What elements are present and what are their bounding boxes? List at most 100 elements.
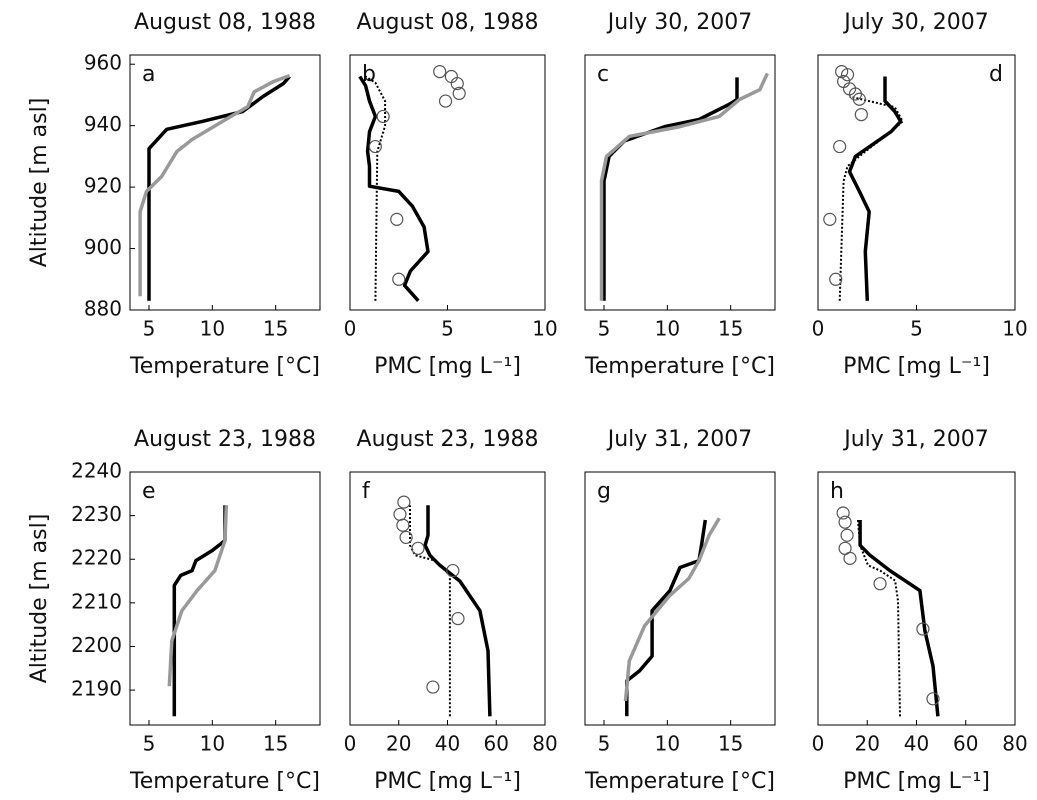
panel: August 23, 1988 Temperature [°C] Altitude … bbox=[27, 427, 321, 794]
sample-point bbox=[390, 212, 404, 226]
profile-line bbox=[623, 517, 721, 702]
panel-letter: h bbox=[830, 479, 844, 504]
profile-line bbox=[365, 75, 387, 301]
x-tick-label: 5 bbox=[598, 317, 611, 341]
plot-frame bbox=[817, 54, 1016, 311]
y-tick-label: 960 bbox=[84, 51, 122, 75]
x-tick-label: 5 bbox=[143, 732, 156, 756]
panel: July 31, 2007 Temperature [°C] g 5 10 15 bbox=[584, 427, 776, 794]
y-tick-label: 940 bbox=[84, 112, 122, 136]
x-tick-label: 15 bbox=[263, 317, 288, 341]
sample-point bbox=[823, 212, 837, 226]
x-tick-label: 5 bbox=[910, 317, 923, 341]
x-tick-label: 0 bbox=[344, 317, 357, 341]
sample-point bbox=[926, 692, 940, 706]
sample-point bbox=[450, 76, 464, 91]
profile-line bbox=[599, 72, 769, 301]
panel-letter: a bbox=[142, 62, 155, 87]
y-tick-label: 2190 bbox=[71, 677, 122, 701]
profile-line bbox=[838, 95, 904, 301]
sample-point bbox=[452, 86, 466, 101]
sample-point bbox=[392, 272, 406, 286]
sample-point bbox=[411, 541, 425, 555]
y-tick-label: 2240 bbox=[71, 459, 122, 483]
panel-title: July 30, 2007 bbox=[842, 10, 989, 35]
profile-line bbox=[856, 519, 901, 717]
sample-point bbox=[854, 108, 868, 122]
x-axis-label: PMC [mg L⁻¹] bbox=[374, 769, 521, 794]
x-tick-label: 60 bbox=[484, 732, 509, 756]
profile-line bbox=[167, 505, 229, 687]
x-tick-label: 15 bbox=[718, 732, 743, 756]
panel-title: July 31, 2007 bbox=[606, 427, 753, 452]
panel-title: August 23, 1988 bbox=[357, 427, 539, 452]
x-axis-label: PMC [mg L⁻¹] bbox=[374, 354, 521, 379]
plot-frame bbox=[129, 54, 321, 311]
x-tick-label: 0 bbox=[344, 732, 357, 756]
sample-point bbox=[840, 68, 855, 82]
y-tick-label: 2220 bbox=[71, 546, 122, 570]
panel-letter: c bbox=[597, 62, 609, 87]
panel: August 08, 1988 Temperature [°C] Altitude … bbox=[27, 10, 321, 379]
sample-point bbox=[426, 680, 440, 694]
profile-line bbox=[423, 505, 492, 717]
sample-point bbox=[451, 611, 465, 626]
x-axis-label: PMC [mg L⁻¹] bbox=[843, 769, 990, 794]
sample-point bbox=[433, 64, 447, 79]
panel: July 30, 2007 PMC [mg L⁻¹] d 0 5 10 bbox=[812, 10, 1028, 379]
x-tick-label: 10 bbox=[532, 317, 557, 341]
y-tick-label: 2210 bbox=[71, 589, 122, 613]
x-tick-label: 5 bbox=[441, 317, 454, 341]
sample-point bbox=[852, 92, 866, 106]
x-tick-label: 10 bbox=[1002, 317, 1027, 341]
profile-line bbox=[138, 73, 291, 297]
y-tick-label: 920 bbox=[84, 174, 122, 198]
x-axis-label: Temperature [°C] bbox=[129, 354, 320, 379]
y-tick-label: 880 bbox=[84, 297, 122, 321]
x-axis-label: PMC [mg L⁻¹] bbox=[843, 354, 990, 379]
x-tick-label: 10 bbox=[655, 317, 680, 341]
y-tick-label: 2200 bbox=[71, 633, 122, 657]
plot-frame bbox=[349, 54, 546, 311]
panel-title: August 08, 1988 bbox=[357, 10, 539, 35]
panel: August 23, 1988 PMC [mg L⁻¹] f 0 20 40 60 80 bbox=[344, 427, 558, 794]
x-tick-label: 10 bbox=[200, 732, 225, 756]
x-tick-label: 10 bbox=[655, 732, 680, 756]
x-tick-label: 0 bbox=[812, 732, 825, 756]
profile-line bbox=[847, 76, 903, 301]
panel-title: July 31, 2007 bbox=[842, 427, 989, 452]
profile-line bbox=[409, 505, 451, 717]
sample-point bbox=[838, 515, 852, 529]
sample-point bbox=[843, 551, 857, 565]
sample-point bbox=[397, 495, 411, 509]
sample-point bbox=[840, 528, 854, 542]
x-axis-label: Temperature [°C] bbox=[129, 769, 320, 794]
profile-line bbox=[625, 519, 708, 717]
x-tick-label: 15 bbox=[263, 732, 288, 756]
sample-point bbox=[916, 622, 930, 636]
profile-line bbox=[858, 520, 940, 717]
sample-point bbox=[829, 272, 843, 286]
x-tick-label: 40 bbox=[435, 732, 460, 756]
sample-point bbox=[399, 530, 413, 545]
x-tick-label: 15 bbox=[718, 317, 743, 341]
plot-frame bbox=[349, 471, 546, 726]
y-axis-label: Altitude [m asl] bbox=[27, 98, 52, 268]
sample-point bbox=[396, 518, 410, 532]
panel-title: August 23, 1988 bbox=[134, 427, 316, 452]
panel-letter: f bbox=[362, 479, 371, 504]
panel-letter: g bbox=[597, 479, 611, 504]
y-axis-label: Altitude [m asl] bbox=[27, 514, 52, 684]
sample-point bbox=[368, 139, 382, 154]
x-axis-label: Temperature [°C] bbox=[584, 354, 775, 379]
sample-point bbox=[446, 563, 460, 578]
panel-letter: d bbox=[989, 62, 1003, 87]
sample-point bbox=[873, 577, 887, 591]
y-tick-label: 2230 bbox=[71, 502, 122, 526]
panel-letter: e bbox=[142, 479, 156, 504]
x-tick-label: 20 bbox=[386, 732, 411, 756]
x-tick-label: 60 bbox=[953, 732, 978, 756]
panel: July 31, 2007 PMC [mg L⁻¹] h 0 20 40 60 80 bbox=[812, 427, 1028, 794]
